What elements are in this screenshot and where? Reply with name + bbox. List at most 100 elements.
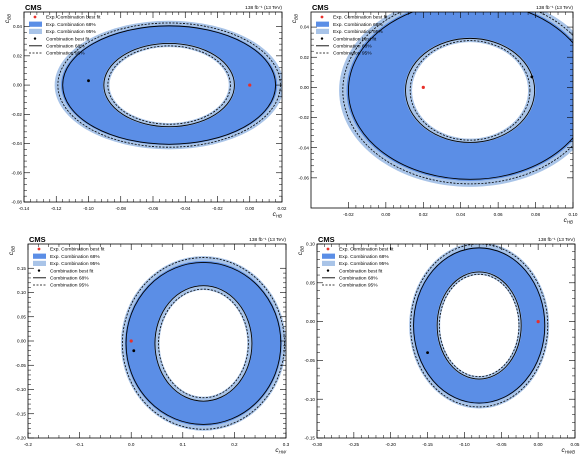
y-tick-label: -0.02	[12, 112, 23, 117]
y-tick-label: 0.02	[13, 53, 22, 58]
y-tick-label: 0.00	[13, 83, 22, 88]
x-tick-label: 0.3	[283, 442, 290, 447]
x-tick-label: -0.30	[312, 442, 323, 447]
y-tick-label: 0.02	[300, 55, 309, 60]
legend-entry-label: Combination 68%	[339, 276, 378, 282]
obs95-contour-outer	[342, 12, 573, 185]
legend-entry-label: Combination 95%	[46, 51, 85, 57]
y-tick-label: -0.02	[299, 115, 310, 120]
x-tick-label: -0.10	[459, 442, 470, 447]
legend-entry-label: Combination 95%	[50, 283, 89, 289]
x-tick-label: -0.05	[496, 442, 507, 447]
y-tick-label: -0.10	[16, 387, 27, 392]
legend-entry-label: Exp. Combination 95%	[50, 261, 100, 267]
x-tick-label: -0.04	[180, 206, 191, 211]
x-tick-label: -0.25	[349, 442, 360, 447]
legend-entry-label: Exp. Combination best fit	[339, 247, 394, 253]
obs68-contour-outer	[62, 25, 277, 145]
cms-label: CMS	[29, 235, 46, 244]
y-tick-label: 0.04	[300, 25, 309, 30]
legend-symbol-obs-best-fit	[33, 37, 37, 40]
plot-area	[409, 244, 550, 409]
y-tick-label: 0.00	[17, 339, 26, 344]
legend-entry-label: Exp. Combination 95%	[333, 29, 383, 35]
legend-symbol-exp95	[322, 260, 335, 266]
legend-entry-label: Exp. Combination 68%	[339, 254, 389, 260]
y-axis-label: cBB	[291, 14, 299, 23]
lumi-label: 138 fb⁻¹ (13 TeV)	[249, 237, 286, 243]
obs95-contour-inner	[107, 45, 231, 125]
legend-symbol-exp68	[322, 253, 335, 259]
x-axis-label-sub: HB	[567, 220, 573, 225]
y-tick-label: 0.04	[13, 24, 22, 29]
legend-symbol-exp95	[33, 260, 46, 266]
exp-best-fit-marker	[129, 339, 133, 343]
x-tick-label: 0.1	[180, 442, 187, 447]
chart-panel-2: -0.02 0.00 0.02 0.04 0.06 0.08 0.10 -0.06 -0.04 -…	[290, 0, 580, 229]
legend-entry-label: Combination best fit	[339, 268, 383, 274]
y-tick-label: -0.15	[305, 436, 316, 441]
y-tick-label: -0.06	[12, 170, 23, 175]
y-tick-label: 0.15	[17, 266, 26, 271]
chart-panel-1: -0.14 -0.12 -0.10 -0.08 -0.06 -0.04 -0.02 0.00 0…	[0, 0, 290, 229]
obs68-contour-inner	[436, 271, 522, 380]
x-axis-label-main: c	[275, 447, 279, 454]
y-axis-label-main: c	[297, 251, 304, 255]
y-tick-label: -0.15	[16, 411, 27, 416]
y-tick-label: 0.00	[306, 319, 315, 324]
x-tick-label: 0.0	[128, 442, 135, 447]
x-tick-label: -0.08	[116, 206, 127, 211]
legend-entry-label: Exp. Combination best fit	[333, 15, 388, 21]
cms-label: CMS	[312, 3, 329, 12]
x-axis-label: cHB	[564, 217, 573, 225]
obs68-contour-inner	[103, 42, 235, 128]
x-tick-label: -0.14	[19, 206, 30, 211]
obs68-contour-inner	[154, 285, 253, 402]
cms-label: CMS	[318, 235, 335, 244]
lumi-label: 138 fb⁻¹ (13 TeV)	[245, 5, 282, 11]
obs95-contour-outer	[122, 257, 285, 430]
x-tick-label: 0.2	[231, 442, 238, 447]
x-tick-label: -0.06	[148, 206, 159, 211]
y-tick-label: -0.05	[16, 363, 27, 368]
obs95-contour-inner	[409, 40, 531, 141]
legend-symbol-exp-best-fit	[37, 247, 41, 251]
obs-best-fit-marker	[87, 79, 90, 83]
y-axis-label: cBB	[4, 14, 12, 23]
x-axis-label-sub: HWB	[565, 450, 575, 455]
legend-symbol-obs-best-fit	[326, 269, 330, 272]
cms-label: CMS	[25, 3, 42, 12]
y-tick-label: -0.20	[16, 436, 27, 441]
legend-entry-label: Exp. Combination 95%	[339, 261, 389, 267]
y-tick-label: 0.00	[300, 85, 309, 90]
x-tick-label: 0.00	[245, 206, 254, 211]
y-tick-label: -0.04	[299, 145, 310, 150]
x-axis-label: cHWB	[562, 447, 576, 455]
legend-entry-label: Exp. Combination 68%	[333, 22, 383, 28]
exp68-band	[61, 25, 278, 145]
legend-symbol-exp68	[33, 253, 46, 259]
legend-entry-label: Combination 68%	[50, 276, 89, 282]
x-axis-label-sub: HW	[279, 450, 287, 455]
y-axis-label-sub: BB	[294, 14, 299, 20]
exp68-band	[412, 247, 546, 404]
legend-symbol-exp-best-fit	[320, 15, 324, 19]
obs68-contour-inner	[405, 37, 536, 143]
x-tick-label: 0.04	[456, 212, 465, 217]
exp-best-fit-marker	[248, 83, 252, 87]
legend-entry-label: Combination 68%	[333, 44, 372, 50]
x-tick-label: -0.15	[422, 442, 433, 447]
legend-entry-label: Combination best fit	[46, 36, 90, 42]
obs-best-fit-marker	[426, 351, 429, 355]
y-axis-label-main: c	[4, 19, 11, 23]
chart-svg-4: -0.30 -0.25 -0.20 -0.15 -0.10 -0.05 0.00 0.05 -0…	[297, 235, 580, 455]
y-axis-label-sub: BB	[300, 246, 305, 252]
legend-entry-label: Combination best fit	[333, 36, 377, 42]
y-tick-label: 0.05	[17, 314, 26, 319]
legend-entry-label: Combination best fit	[50, 268, 94, 274]
exp68-band	[346, 12, 573, 181]
x-axis-label-main: c	[273, 211, 277, 218]
x-tick-label: -0.02	[343, 212, 354, 217]
x-axis-label-main: c	[564, 217, 568, 224]
x-axis-label: cHB	[273, 211, 282, 219]
